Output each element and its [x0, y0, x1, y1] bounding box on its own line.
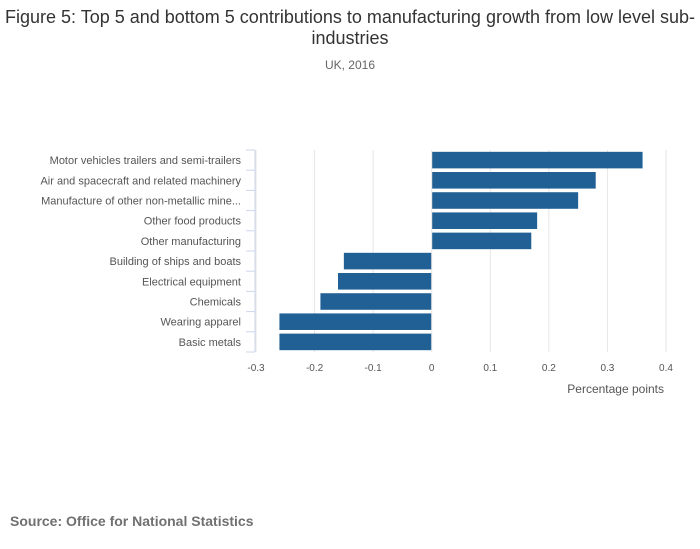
category-label-9: Basic metals — [179, 337, 242, 349]
category-label-7: Chemicals — [190, 297, 242, 309]
bar-1[interactable] — [431, 172, 596, 189]
bar-0[interactable] — [431, 151, 643, 169]
category-label-3: Other food products — [144, 216, 242, 228]
x-tick-label-2: -0.1 — [365, 363, 383, 374]
x-tick-label-4: 0.1 — [483, 363, 497, 374]
x-tick-label-7: 0.4 — [659, 363, 673, 374]
category-label-0: Motor vehicles trailers and semi-trailer… — [50, 155, 242, 167]
bar-2[interactable] — [431, 192, 579, 209]
bar-5[interactable] — [343, 252, 432, 270]
chart-title: Figure 5: Top 5 and bottom 5 contributio… — [4, 7, 696, 48]
category-label-2: Manufacture of other non-metallic mine..… — [41, 196, 241, 208]
x-tick-label-5: 0.2 — [542, 363, 556, 374]
category-label-1: Air and spacecraft and related machinery — [40, 175, 241, 187]
bar-6[interactable] — [338, 273, 432, 290]
x-tick-label-6: 0.3 — [600, 363, 614, 374]
category-label-6: Electrical equipment — [142, 276, 241, 288]
bar-3[interactable] — [431, 212, 538, 229]
category-label-4: Other manufacturing — [141, 236, 241, 248]
x-tick-label-1: -0.2 — [306, 363, 324, 374]
bar-4[interactable] — [431, 232, 532, 250]
x-tick-label-0: -0.3 — [247, 363, 265, 374]
bar-8[interactable] — [279, 313, 432, 330]
x-tick-label-3: 0 — [429, 363, 435, 374]
category-label-8: Wearing apparel — [160, 317, 241, 329]
category-label-5: Building of ships and boats — [110, 256, 242, 268]
x-axis-title: Percentage points — [567, 382, 664, 396]
source-note: Source: Office for National Statistics — [10, 513, 254, 529]
chart-subtitle: UK, 2016 — [324, 58, 376, 72]
bar-9[interactable] — [279, 333, 432, 351]
bar-7[interactable] — [320, 293, 432, 310]
